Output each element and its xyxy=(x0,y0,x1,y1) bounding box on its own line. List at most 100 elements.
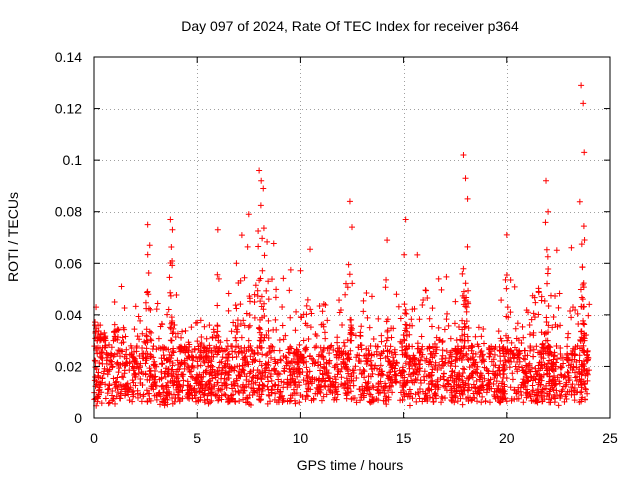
data-point xyxy=(436,361,443,368)
data-point xyxy=(473,377,480,384)
data-point xyxy=(169,319,176,326)
data-point xyxy=(131,326,138,333)
data-point xyxy=(206,322,213,329)
data-point xyxy=(248,378,255,385)
data-point xyxy=(313,343,320,350)
data-point xyxy=(226,363,233,370)
data-point xyxy=(438,286,445,293)
data-point xyxy=(466,375,473,382)
data-point xyxy=(382,284,389,291)
data-point xyxy=(280,275,287,282)
data-point xyxy=(258,331,265,338)
data-point xyxy=(97,322,104,329)
data-point xyxy=(95,334,102,341)
data-point xyxy=(573,358,580,365)
data-point xyxy=(383,276,390,283)
data-point xyxy=(478,347,485,354)
data-point xyxy=(508,397,515,404)
data-point xyxy=(143,345,150,352)
data-point xyxy=(513,390,520,397)
data-point xyxy=(382,343,389,350)
data-point xyxy=(393,359,400,366)
data-point xyxy=(530,332,537,339)
data-point xyxy=(579,281,586,288)
data-point xyxy=(418,346,425,353)
data-point xyxy=(142,360,149,367)
data-point xyxy=(179,328,186,335)
data-point xyxy=(265,317,272,324)
data-point xyxy=(526,331,533,338)
axis-ticks: 0 5 10 15 20 25 0 0.02 0.04 0.06 0.08 0.1 0.12 0.14 xyxy=(55,49,618,446)
data-point xyxy=(122,388,129,395)
data-point xyxy=(233,375,240,382)
data-point xyxy=(259,385,266,392)
data-point xyxy=(573,377,580,384)
data-point xyxy=(256,167,263,174)
data-point xyxy=(186,366,193,373)
data-point xyxy=(385,387,392,394)
data-point xyxy=(550,368,557,375)
data-point xyxy=(447,335,454,342)
data-point xyxy=(470,390,477,397)
data-point xyxy=(286,349,293,356)
data-point xyxy=(423,287,430,294)
data-point xyxy=(146,328,153,335)
data-point xyxy=(532,365,539,372)
x-tick-label: 15 xyxy=(396,430,412,446)
data-point xyxy=(134,333,141,340)
data-point xyxy=(178,334,185,341)
data-point xyxy=(490,370,497,377)
data-point xyxy=(461,366,468,373)
data-point xyxy=(96,384,103,391)
data-point xyxy=(98,354,105,361)
data-point xyxy=(393,372,400,379)
data-point xyxy=(509,376,516,383)
data-point xyxy=(497,335,504,342)
data-point xyxy=(419,351,426,358)
data-point xyxy=(302,347,309,354)
data-point xyxy=(320,393,327,400)
data-point xyxy=(546,350,553,357)
data-point xyxy=(358,346,365,353)
data-point xyxy=(465,324,472,331)
data-point xyxy=(584,377,591,384)
data-point xyxy=(130,367,137,374)
data-point xyxy=(294,373,301,380)
data-point xyxy=(258,362,265,369)
data-point xyxy=(327,375,334,382)
data-point xyxy=(534,386,541,393)
data-point xyxy=(429,377,436,384)
data-point xyxy=(241,344,248,351)
data-point xyxy=(251,357,258,364)
data-point xyxy=(545,378,552,385)
data-point xyxy=(419,343,426,350)
data-point xyxy=(205,400,212,407)
data-point xyxy=(557,393,564,400)
data-point xyxy=(462,382,469,389)
data-point xyxy=(137,317,144,324)
data-point xyxy=(232,334,239,341)
data-point xyxy=(338,351,345,358)
data-point xyxy=(502,276,509,283)
data-point xyxy=(441,383,448,390)
data-point xyxy=(125,391,132,398)
data-point xyxy=(187,382,194,389)
data-point xyxy=(265,386,272,393)
data-point xyxy=(296,341,303,348)
data-point xyxy=(186,391,193,398)
data-point xyxy=(505,314,512,321)
data-point xyxy=(439,347,446,354)
data-point xyxy=(201,359,208,366)
data-point xyxy=(409,379,416,386)
data-point xyxy=(246,312,253,319)
data-point xyxy=(145,305,152,312)
data-point xyxy=(349,280,356,287)
data-point xyxy=(214,351,221,358)
data-point xyxy=(115,369,122,376)
data-point xyxy=(263,287,270,294)
data-point xyxy=(258,344,265,351)
data-point xyxy=(185,354,192,361)
data-point xyxy=(148,337,155,344)
data-point xyxy=(107,350,114,357)
data-point xyxy=(440,373,447,380)
